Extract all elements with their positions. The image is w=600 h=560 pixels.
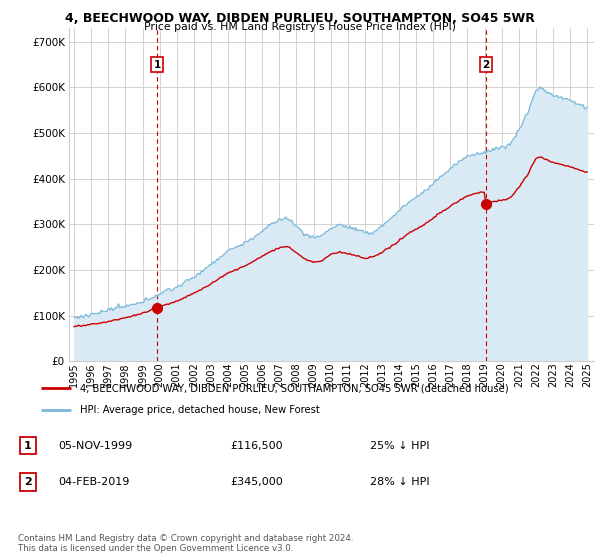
Text: £116,500: £116,500 — [230, 441, 283, 451]
Text: 04-FEB-2019: 04-FEB-2019 — [58, 477, 130, 487]
Text: 2: 2 — [24, 477, 32, 487]
Text: 05-NOV-1999: 05-NOV-1999 — [58, 441, 132, 451]
Text: 2: 2 — [482, 60, 490, 69]
Text: 4, BEECHWOOD WAY, DIBDEN PURLIEU, SOUTHAMPTON, SO45 5WR (detached house): 4, BEECHWOOD WAY, DIBDEN PURLIEU, SOUTHA… — [80, 383, 508, 393]
Text: Contains HM Land Registry data © Crown copyright and database right 2024.
This d: Contains HM Land Registry data © Crown c… — [18, 534, 353, 553]
Text: £345,000: £345,000 — [230, 477, 283, 487]
Text: HPI: Average price, detached house, New Forest: HPI: Average price, detached house, New … — [80, 405, 319, 415]
Text: 4, BEECHWOOD WAY, DIBDEN PURLIEU, SOUTHAMPTON, SO45 5WR: 4, BEECHWOOD WAY, DIBDEN PURLIEU, SOUTHA… — [65, 12, 535, 25]
Text: 1: 1 — [24, 441, 32, 451]
Text: 28% ↓ HPI: 28% ↓ HPI — [370, 477, 430, 487]
Text: 1: 1 — [154, 60, 161, 69]
Text: Price paid vs. HM Land Registry's House Price Index (HPI): Price paid vs. HM Land Registry's House … — [144, 22, 456, 32]
Text: 25% ↓ HPI: 25% ↓ HPI — [370, 441, 430, 451]
